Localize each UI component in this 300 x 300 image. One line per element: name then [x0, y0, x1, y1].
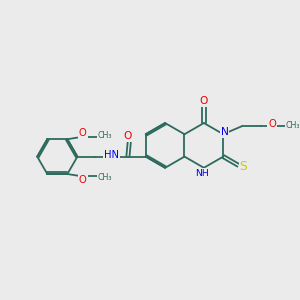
Text: O: O	[268, 119, 276, 130]
Text: HN: HN	[104, 150, 119, 160]
Text: O: O	[200, 96, 208, 106]
Text: S: S	[239, 160, 247, 173]
Text: CH₃: CH₃	[98, 131, 112, 140]
Text: CH₃: CH₃	[98, 173, 112, 182]
Text: NH: NH	[196, 169, 209, 178]
Text: N: N	[221, 127, 229, 137]
Text: CH₃: CH₃	[286, 121, 300, 130]
Text: O: O	[79, 175, 87, 185]
Text: O: O	[124, 130, 132, 141]
Text: O: O	[79, 128, 87, 138]
